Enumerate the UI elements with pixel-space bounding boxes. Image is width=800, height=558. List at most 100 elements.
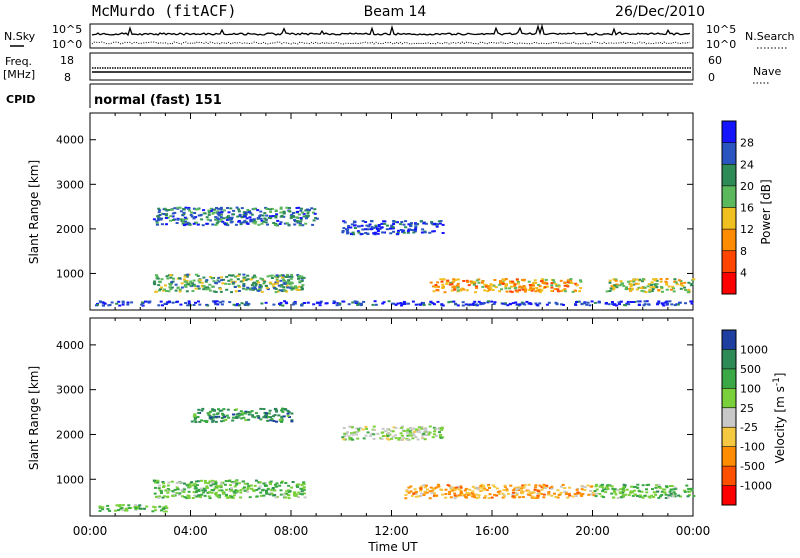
range-gate-cell xyxy=(550,487,554,490)
range-gate-cell xyxy=(353,220,357,223)
range-gate-cell xyxy=(343,432,347,435)
range-gate-cell xyxy=(282,286,286,289)
range-gate-cell xyxy=(518,289,521,292)
range-gate-cell xyxy=(487,300,490,303)
range-gate-cell xyxy=(616,489,620,491)
range-gate-cell xyxy=(665,282,669,285)
range-gate-cell xyxy=(610,492,614,495)
range-gate-cell xyxy=(248,216,252,219)
range-gate-cell xyxy=(262,408,266,410)
range-gate-cell xyxy=(243,486,246,489)
range-gate-cell xyxy=(178,288,182,291)
range-gate-cell xyxy=(554,496,558,498)
range-gate-cell xyxy=(598,485,602,488)
range-gate-cell xyxy=(568,486,572,489)
range-gate-cell xyxy=(652,496,656,498)
range-gate-cell xyxy=(216,485,220,488)
range-gate-cell xyxy=(171,301,175,304)
range-gate-cell xyxy=(650,281,654,284)
range-gate-cell xyxy=(396,231,400,234)
range-gate-cell xyxy=(163,495,166,498)
range-gate-cell xyxy=(222,419,226,422)
range-gate-cell xyxy=(276,224,279,227)
range-gate-cell xyxy=(422,222,426,225)
range-gate-cell xyxy=(690,302,694,305)
range-gate-cell xyxy=(192,222,196,225)
range-gate-cell xyxy=(480,281,484,284)
range-gate-cell xyxy=(680,282,683,285)
range-gate-cell xyxy=(220,211,224,214)
range-gate-cell xyxy=(424,427,428,430)
range-gate-cell xyxy=(297,285,301,288)
range-gate-cell xyxy=(430,489,434,492)
range-gate-cell xyxy=(605,290,609,293)
range-gate-cell xyxy=(461,301,465,304)
range-gate-cell xyxy=(362,437,366,440)
range-gate-cell xyxy=(665,283,669,286)
range-gate-cell xyxy=(509,484,513,487)
range-gate-cell xyxy=(338,302,342,305)
range-gate-cell xyxy=(355,431,359,433)
range-gate-cell xyxy=(245,301,249,304)
range-gate-cell xyxy=(538,302,542,305)
range-gate-cell xyxy=(369,228,373,231)
range-gate-cell xyxy=(300,277,304,280)
range-gate-cell xyxy=(465,496,469,499)
range-gate-cell xyxy=(357,302,360,305)
range-gate-cell xyxy=(621,486,625,489)
range-gate-cell xyxy=(400,304,403,307)
range-gate-cell xyxy=(464,487,468,490)
range-gate-cell xyxy=(244,279,248,282)
range-gate-cell xyxy=(234,223,238,226)
range-gate-cell xyxy=(579,280,583,283)
range-gate-cell xyxy=(217,280,221,283)
range-gate-cell xyxy=(165,275,169,278)
range-gate-cell xyxy=(202,285,206,288)
range-gate-cell xyxy=(155,221,159,224)
range-gate-cell xyxy=(492,303,496,305)
colorbar-tick-label: 8 xyxy=(740,245,747,258)
range-gate-cell xyxy=(237,208,241,211)
range-gate-cell xyxy=(222,492,225,495)
range-gate-cell xyxy=(462,280,466,282)
range-gate-cell xyxy=(373,300,377,303)
range-gate-cell xyxy=(101,506,105,509)
range-gate-cell xyxy=(432,223,436,226)
range-gate-cell xyxy=(233,485,237,488)
range-gate-cell xyxy=(355,427,359,430)
range-gate-cell xyxy=(487,285,491,288)
range-gate-cell xyxy=(434,284,438,286)
range-gate-cell xyxy=(633,493,637,496)
range-gate-cell xyxy=(254,479,258,482)
range-gate-cell xyxy=(257,223,261,226)
range-gate-cell xyxy=(194,487,198,490)
range-gate-cell xyxy=(566,496,570,499)
range-gate-cell xyxy=(392,230,395,233)
range-gate-cell xyxy=(647,495,651,498)
range-gate-cell xyxy=(189,213,193,216)
power-ylabel: Slant Range [km] xyxy=(27,160,41,264)
range-gate-cell xyxy=(372,232,376,235)
range-gate-cell xyxy=(355,300,359,303)
range-gate-cell xyxy=(494,286,498,288)
range-gate-cell xyxy=(283,300,287,303)
range-gate-cell xyxy=(168,286,172,289)
range-gate-cell xyxy=(537,284,541,286)
range-gate-cell xyxy=(668,485,672,487)
range-gate-cell xyxy=(414,492,418,495)
range-gate-cell xyxy=(195,221,198,224)
range-gate-cell xyxy=(566,285,570,288)
range-gate-cell xyxy=(364,228,368,231)
range-gate-cell xyxy=(385,228,389,231)
range-gate-cell xyxy=(117,300,121,303)
range-gate-cell xyxy=(509,290,513,293)
range-gate-cell xyxy=(259,210,263,213)
range-gate-cell xyxy=(256,415,260,417)
range-gate-cell xyxy=(279,207,283,210)
range-gate-cell xyxy=(566,281,570,284)
range-gate-cell xyxy=(689,284,693,287)
range-gate-cell xyxy=(148,300,152,303)
range-gate-cell xyxy=(250,213,254,216)
range-gate-cell xyxy=(348,438,352,441)
range-gate-cell xyxy=(452,279,456,282)
